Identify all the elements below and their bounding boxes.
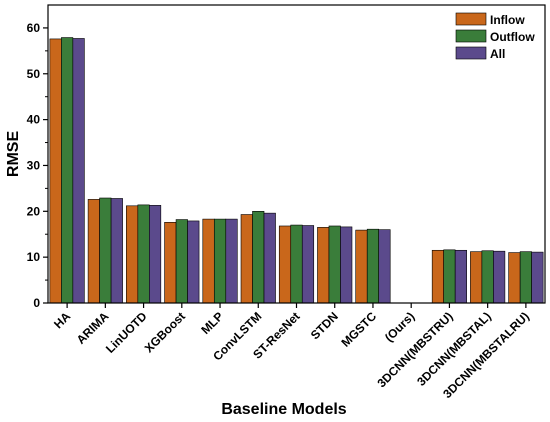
bar-inflow-4 [202,218,215,304]
bar-all-2 [149,205,162,304]
bar-inflow-7 [317,227,330,304]
bar-outflow-6 [290,224,303,304]
x-tick-label: XGBoost [142,309,188,355]
bar-all-6 [301,225,315,304]
bar-all-0 [72,38,85,304]
bar-outflow-5 [252,211,265,304]
x-axis-title: Baseline Models [221,401,346,418]
bar-inflow-6 [278,225,292,304]
bar-all-7 [340,226,353,304]
legend-label-inflow: Inflow [490,13,525,27]
bar-inflow-2 [126,205,139,304]
bar-outflow-7 [328,225,341,304]
legend-swatch-inflow [455,12,487,26]
bar-inflow-0 [49,38,62,304]
y-axis: 0 10 20 30 40 50 60 [27,21,48,310]
bar-inflow-10 [431,249,444,304]
bar-inflow-5 [240,214,253,304]
legend-label-all: All [490,47,505,61]
bar-outflow-1 [99,197,112,304]
x-tick-label: STDN [308,309,341,342]
bar-outflow-11 [481,250,494,304]
bar-outflow-0 [61,37,74,304]
bar-inflow-11 [470,251,483,304]
bar-outflow-3 [175,219,188,304]
bar-outflow-2 [137,204,150,304]
bar-all-11 [493,250,506,304]
y-axis-title: RMSE [5,131,22,178]
bar-all-3 [187,220,200,304]
bar-all-4 [225,218,238,304]
bar-outflow-12 [519,251,532,304]
legend: Inflow Outflow All [455,12,535,61]
bar-inflow-1 [87,199,100,304]
legend-swatch-all [455,46,487,60]
x-tick-label: MGSTC [339,309,380,350]
bar-outflow-8 [366,228,380,304]
bars-layer [49,37,544,304]
bar-all-8 [378,229,391,304]
y-tick-label: 10 [27,250,41,264]
bar-inflow-12 [508,252,521,304]
y-tick-label: 0 [33,296,40,310]
bar-all-12 [531,251,544,304]
x-tick-label: MLP [198,309,226,337]
bar-all-10 [454,249,467,304]
legend-label-outflow: Outflow [490,30,535,44]
bar-outflow-10 [443,249,456,304]
y-tick-label: 50 [27,67,41,81]
y-tick-label: 40 [27,113,41,127]
x-tick-label: LinUOTD [103,309,150,356]
bar-inflow-8 [355,229,368,304]
y-tick-label: 30 [27,158,41,172]
legend-swatch-outflow [455,29,487,43]
y-tick-label: 60 [27,21,41,35]
bar-outflow-4 [213,218,227,304]
x-tick-label: ARIMA [74,309,112,347]
x-tick-label: (Ours) [382,309,417,344]
bar-all-5 [263,212,276,304]
bar-inflow-3 [164,222,177,304]
bar-all-1 [110,198,123,304]
y-tick-label: 20 [27,204,41,218]
x-tick-label: HA [51,309,73,331]
